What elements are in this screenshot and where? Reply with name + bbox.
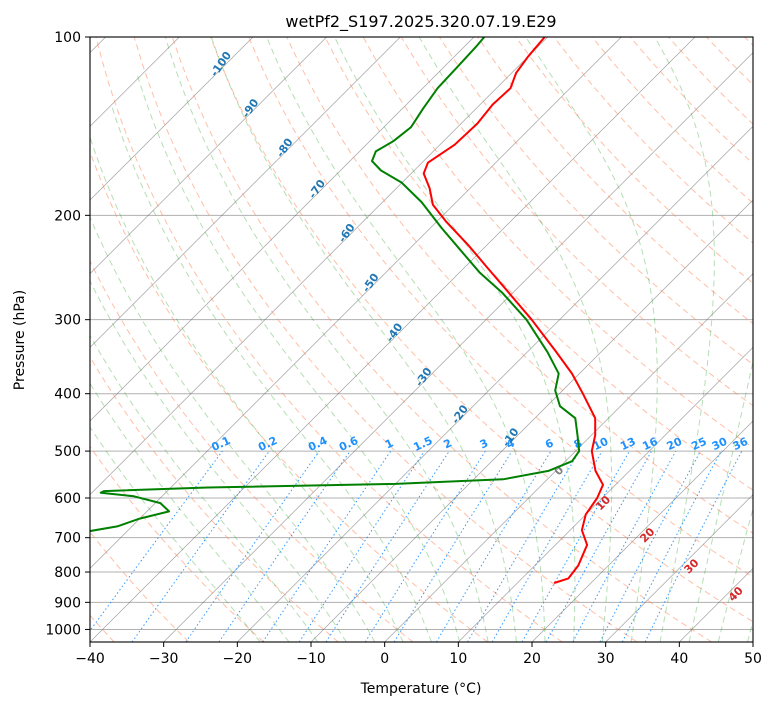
dry-adiabat-line — [592, 37, 775, 642]
dry-adiabat-line — [0, 37, 338, 642]
x-tick-label: 0 — [380, 651, 389, 667]
x-tick-label: −20 — [223, 651, 253, 667]
isotherm-line — [532, 37, 775, 642]
x-axis-label: Temperature (°C) — [360, 681, 482, 697]
moist-adiabat-line — [718, 37, 775, 642]
dry-adiabat-line — [745, 37, 775, 642]
dry-adiabat-label: -30 — [413, 365, 435, 389]
y-tick-label: 100 — [54, 30, 81, 46]
moist-adiabat-line — [0, 222, 260, 642]
moist-adiabat-line — [7, 202, 289, 642]
mixing-ratio-label: 13 — [618, 435, 637, 453]
y-tick-label: 900 — [54, 595, 81, 611]
mixing-ratio-line — [299, 451, 424, 642]
y-tick-label: 600 — [54, 491, 81, 507]
mixing-ratio-line — [219, 451, 350, 642]
moist-adiabat-label: 10 — [593, 493, 613, 513]
dry-adiabat-line — [0, 37, 189, 642]
y-tick-label: 800 — [54, 565, 81, 581]
dry-adiabat-label: -50 — [360, 271, 382, 295]
dry-adiabat-line — [668, 37, 775, 642]
y-axis-label: Pressure (hPa) — [12, 290, 28, 390]
dry-adiabat-line — [0, 37, 264, 642]
isotherm-line — [753, 37, 775, 642]
mixing-ratio-label: 16 — [640, 435, 660, 453]
isotherm-line — [0, 37, 548, 642]
mixing-ratio-line — [573, 451, 676, 642]
mixing-ratio-label: 6 — [543, 436, 556, 451]
mixing-ratio-line — [326, 451, 449, 642]
x-tick-label: −30 — [149, 651, 179, 667]
moist-adiabat-line — [419, 37, 612, 642]
y-tick-label: 1000 — [45, 622, 81, 638]
moist-adiabat-label: 20 — [637, 525, 657, 545]
dry-adiabat-line — [96, 37, 562, 642]
y-tick-label: 500 — [54, 444, 81, 460]
mixing-ratio-label: 25 — [689, 435, 708, 453]
dewpoint-profile-line — [0, 37, 579, 583]
mixing-ratio-label: 3 — [478, 436, 490, 451]
mixing-ratio-label: 20 — [665, 435, 685, 453]
moist-adiabat-line — [111, 105, 431, 643]
mixing-ratio-line — [600, 451, 701, 642]
x-tick-label: 20 — [523, 651, 541, 667]
axis-layer: −40 −30 −20 −10 0 10 20 30 40 50 100 200 300 400 500 60… — [45, 30, 762, 667]
moist-adiabat-line — [137, 73, 460, 642]
isotherm-line — [385, 37, 775, 642]
isotherm-line — [311, 37, 775, 642]
x-tick-label: 50 — [744, 651, 762, 667]
dry-adiabat-line — [58, 37, 488, 642]
moist-adiabat-line — [689, 37, 775, 642]
mixing-ratio-label: 2 — [442, 436, 454, 451]
dry-adiabat-line — [478, 37, 775, 642]
isotherm-line — [458, 37, 775, 642]
y-tick-label: 200 — [54, 208, 81, 224]
mixing-ratio-line — [546, 451, 651, 642]
isotherm-line — [679, 37, 775, 642]
dry-adiabat-label: -80 — [274, 136, 296, 160]
moist-adiabat-line — [211, 37, 516, 642]
dry-adiabat-label: -60 — [336, 221, 358, 245]
mixing-ratio-line — [263, 451, 391, 642]
moist-adiabat-label: 30 — [682, 556, 702, 576]
mixing-ratio-line — [82, 451, 223, 642]
moist-adiabat-line — [655, 37, 715, 642]
dry-adiabat-line — [20, 37, 413, 642]
mixing-ratio-label: 36 — [731, 435, 751, 453]
dry-adiabat-label: -90 — [239, 96, 261, 120]
dry-adiabat-label: -100 — [208, 49, 235, 79]
x-tick-label: 40 — [670, 651, 688, 667]
moist-adiabat-line — [65, 150, 375, 642]
isotherm-line — [0, 37, 327, 642]
x-tick-label: 30 — [597, 651, 615, 667]
isotherm-line — [164, 37, 769, 642]
y-tick-label: 300 — [54, 313, 81, 329]
x-tick-label: −40 — [75, 651, 105, 667]
isotherm-line — [16, 37, 621, 642]
isotherm-line — [237, 37, 775, 642]
dry-adiabat-line — [707, 37, 775, 642]
isotherm-line — [0, 37, 253, 642]
dry-adiabat-line — [516, 37, 775, 642]
dry-adiabat-label: -20 — [449, 402, 471, 426]
isotherm-line — [0, 37, 400, 642]
x-tick-label: 10 — [449, 651, 467, 667]
y-tick-label: 400 — [54, 387, 81, 403]
y-tick-label: 700 — [54, 531, 81, 547]
isotherm-line — [0, 37, 474, 642]
x-tick-label: −10 — [296, 651, 326, 667]
chart-title: wetPf2_S197.2025.320.07.19.E29 — [285, 12, 556, 32]
mixing-ratio-label: 30 — [710, 435, 730, 453]
moist-adiabat-line — [165, 37, 488, 642]
moist-adiabat-line — [44, 166, 347, 642]
dry-adiabat-label: -10 — [500, 425, 522, 449]
